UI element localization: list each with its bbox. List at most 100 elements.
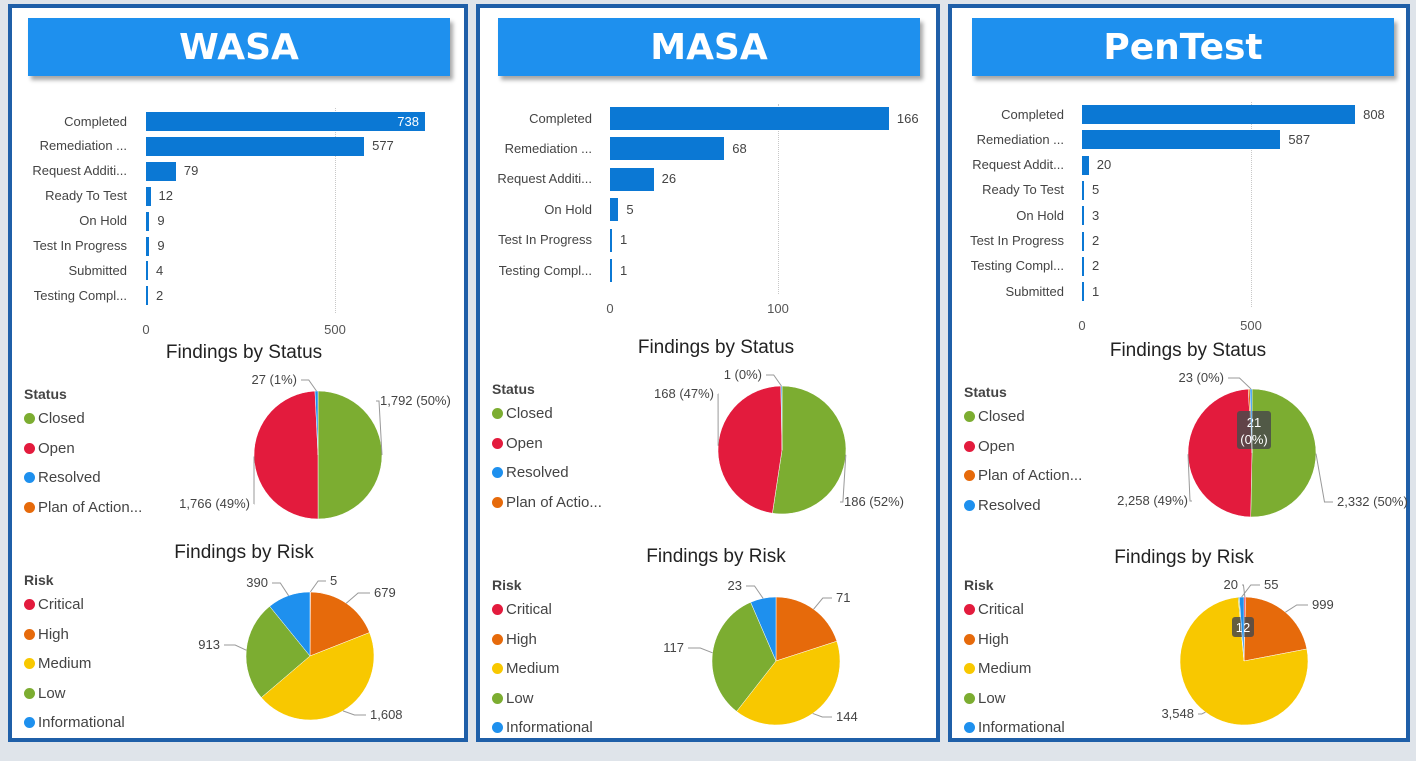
status-pie-chart: 1,792 (50%)1,766 (49%)27 (1%) bbox=[12, 355, 472, 555]
bar-category-label: Ready To Test bbox=[45, 188, 127, 203]
label-leader-line bbox=[766, 375, 781, 386]
pie-data-label: 21 bbox=[1247, 415, 1261, 430]
bar-1[interactable] bbox=[1082, 130, 1280, 149]
pie-data-label: 999 bbox=[1312, 597, 1334, 612]
bar-gridline bbox=[778, 104, 779, 294]
bar-0[interactable] bbox=[146, 112, 425, 131]
pie-data-label: 144 bbox=[836, 709, 858, 724]
bar-2[interactable] bbox=[146, 162, 176, 181]
bar-2[interactable] bbox=[1082, 156, 1089, 175]
pie-slice-closed bbox=[772, 386, 846, 514]
bar-category-label: On Hold bbox=[544, 202, 592, 217]
bar-value-label: 1 bbox=[620, 232, 627, 247]
pie-data-label: 1,766 (49%) bbox=[179, 496, 250, 511]
pie-slice-open bbox=[1188, 389, 1252, 517]
bar-4[interactable] bbox=[146, 212, 149, 231]
status-pie-chart: 186 (52%)168 (47%)1 (0%) bbox=[480, 350, 940, 550]
bar-0[interactable] bbox=[610, 107, 889, 130]
bar-value-label: 587 bbox=[1288, 132, 1310, 147]
bar-5[interactable] bbox=[1082, 232, 1084, 251]
bar-category-label: Test In Progress bbox=[33, 238, 127, 253]
label-leader-line bbox=[272, 583, 289, 596]
bar-value-label: 20 bbox=[1097, 157, 1111, 172]
label-leader-line bbox=[1228, 378, 1251, 389]
bar-value-label: 2 bbox=[156, 288, 163, 303]
bar-category-label: Remediation ... bbox=[505, 141, 592, 156]
bar-category-label: On Hold bbox=[79, 213, 127, 228]
bar-category-label: Completed bbox=[529, 111, 592, 126]
bar-4[interactable] bbox=[610, 229, 612, 252]
bar-value-label: 2 bbox=[1092, 258, 1099, 273]
bar-1[interactable] bbox=[610, 137, 724, 160]
bar-3[interactable] bbox=[1082, 181, 1084, 200]
bar-category-label: Completed bbox=[64, 114, 127, 129]
panel-title-banner: WASA bbox=[28, 18, 450, 76]
bar-5[interactable] bbox=[146, 237, 149, 256]
pie-data-label: 186 (52%) bbox=[844, 494, 904, 509]
pie-data-label: 5 bbox=[330, 573, 337, 588]
label-leader-line bbox=[343, 711, 366, 715]
bar-value-label: 9 bbox=[157, 213, 164, 228]
pie-data-label: 2,332 (50%) bbox=[1337, 494, 1408, 509]
bar-4[interactable] bbox=[1082, 206, 1084, 225]
bar-3[interactable] bbox=[610, 198, 618, 221]
pie-slice-closed bbox=[318, 391, 382, 519]
bar-category-label: Request Additi... bbox=[32, 163, 127, 178]
bar-value-label: 166 bbox=[897, 111, 919, 126]
bar-7[interactable] bbox=[146, 286, 148, 305]
pie-data-label: 23 bbox=[728, 578, 742, 593]
bar-category-label: Remediation ... bbox=[40, 138, 127, 153]
bar-category-label: Testing Compl... bbox=[971, 258, 1064, 273]
bar-value-label: 808 bbox=[1363, 107, 1385, 122]
bar-3[interactable] bbox=[146, 187, 151, 206]
bar-category-label: Testing Compl... bbox=[499, 263, 592, 278]
bar-value-label: 4 bbox=[156, 263, 163, 278]
bar-5[interactable] bbox=[610, 259, 612, 282]
pie-slice-closed bbox=[1251, 389, 1316, 517]
label-leader-line bbox=[224, 645, 246, 650]
bar-6[interactable] bbox=[1082, 257, 1084, 276]
status-pie-chart: 2,332 (50%)2,258 (49%)21(0%)23 (0%) bbox=[952, 353, 1412, 553]
bar-1[interactable] bbox=[146, 137, 364, 156]
pie-data-label: 1,608 bbox=[370, 707, 403, 722]
label-leader-line bbox=[301, 380, 316, 391]
pie-data-label: 55 bbox=[1264, 577, 1278, 592]
bar-value-label: 5 bbox=[626, 202, 633, 217]
pie-data-label: 3,548 bbox=[1161, 706, 1194, 721]
bar-6[interactable] bbox=[146, 261, 148, 280]
label-leader-line bbox=[814, 598, 832, 609]
bar-category-label: Submitted bbox=[68, 263, 127, 278]
label-leader-line bbox=[746, 586, 763, 598]
bar-0[interactable] bbox=[1082, 105, 1355, 124]
label-leader-line bbox=[310, 581, 326, 592]
pie-data-label: 117 bbox=[663, 640, 684, 655]
x-axis-tick-label: 0 bbox=[606, 301, 613, 316]
label-leader-line bbox=[346, 593, 370, 603]
label-leader-line bbox=[1285, 605, 1308, 612]
bar-2[interactable] bbox=[610, 168, 654, 191]
label-leader-line bbox=[1316, 454, 1333, 502]
bar-value-label: 2 bbox=[1092, 233, 1099, 248]
bar-value-label: 5 bbox=[1092, 182, 1099, 197]
bar-category-label: Completed bbox=[1001, 107, 1064, 122]
x-axis-tick-label: 0 bbox=[142, 322, 149, 337]
x-axis-tick-label: 500 bbox=[1240, 318, 1262, 333]
bar-value-label: 577 bbox=[372, 138, 394, 153]
bar-value-label: 12 bbox=[159, 188, 173, 203]
pie-data-label: 27 (1%) bbox=[251, 372, 297, 387]
bar-category-label: Testing Compl... bbox=[34, 288, 127, 303]
x-axis-tick-label: 100 bbox=[767, 301, 789, 316]
bar-category-label: On Hold bbox=[1016, 208, 1064, 223]
panel-title-banner: MASA bbox=[498, 18, 920, 76]
bar-category-label: Request Additi... bbox=[497, 171, 592, 186]
bar-7[interactable] bbox=[1082, 282, 1084, 301]
bar-value-label: 1 bbox=[620, 263, 627, 278]
label-leader-line bbox=[1198, 712, 1206, 714]
bar-value-label: 3 bbox=[1092, 208, 1099, 223]
bar-value-label: 738 bbox=[387, 114, 419, 129]
